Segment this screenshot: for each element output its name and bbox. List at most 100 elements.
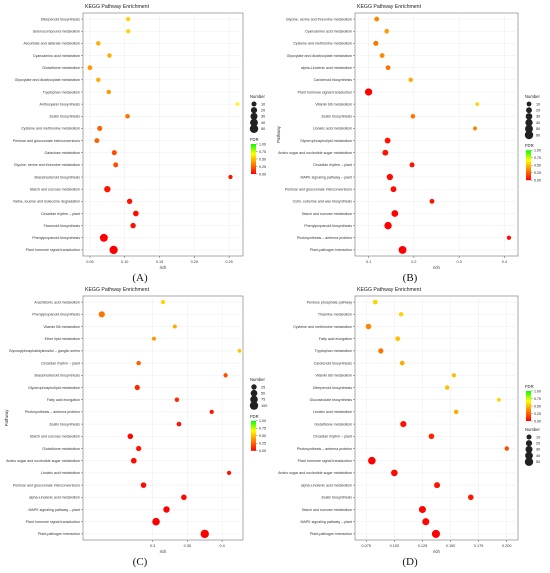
y-tick-label: Zeatin biosynthesis bbox=[321, 115, 352, 119]
y-tick-label: Cysteine and methionine metabolism bbox=[21, 127, 80, 131]
x-tick-label: 0.25 bbox=[225, 260, 232, 264]
size-legend-label: 20 bbox=[261, 109, 265, 113]
color-legend-label: 0.00 bbox=[259, 449, 266, 453]
y-tick-label: Pentose phosphate pathway bbox=[307, 300, 353, 304]
size-legend-title: Number bbox=[525, 94, 540, 99]
panel-label-a: (A) bbox=[132, 272, 148, 284]
panel-label-c: (C) bbox=[132, 556, 148, 568]
data-point bbox=[467, 494, 474, 501]
data-point bbox=[163, 506, 170, 513]
size-legend-dot bbox=[525, 124, 533, 133]
data-point bbox=[398, 312, 404, 317]
color-legend-label: 1.00 bbox=[259, 419, 266, 423]
data-point bbox=[130, 457, 137, 464]
data-point bbox=[385, 65, 391, 71]
data-point bbox=[434, 482, 441, 489]
data-point bbox=[395, 336, 401, 342]
data-point bbox=[98, 311, 105, 318]
color-legend-label: 0.75 bbox=[534, 156, 541, 160]
y-tick-label: Photosynthesis – antenna proteins bbox=[25, 410, 80, 414]
data-point bbox=[133, 210, 139, 217]
y-tick-label: Circadian rhythm – plant bbox=[313, 435, 352, 439]
data-point bbox=[400, 421, 407, 428]
size-legend-label: 30 bbox=[536, 448, 540, 452]
chart-title: KEGG Pathway Enrichment bbox=[357, 4, 422, 10]
y-tick-label: Zeatin biosynthesis bbox=[49, 115, 80, 119]
data-point bbox=[364, 88, 373, 96]
data-point bbox=[152, 517, 160, 526]
y-tick-label: Linoleic acid metabolism bbox=[313, 410, 352, 414]
y-tick-label: Zeatin biosynthesis bbox=[321, 496, 352, 500]
y-tick-label: Cyanoamino acid metabolism bbox=[305, 30, 352, 34]
x-tick-label: 0.4 bbox=[219, 544, 224, 548]
y-tick-label: Selenocompound metabolism bbox=[33, 30, 80, 34]
data-point bbox=[160, 300, 166, 305]
data-point bbox=[209, 409, 214, 415]
y-tick-label: alpha-Linolenic acid metabolism bbox=[301, 66, 352, 70]
color-legend-label: 0.50 bbox=[534, 164, 541, 168]
size-legend-label: 40 bbox=[261, 121, 265, 125]
size-legend-dot bbox=[249, 401, 259, 410]
data-point bbox=[136, 360, 141, 366]
color-legend-bar bbox=[526, 391, 531, 421]
x-tick-label: 0.175 bbox=[474, 544, 484, 548]
data-point bbox=[113, 162, 119, 168]
y-tick-label: Pentose and glucuronate interconversions bbox=[285, 187, 352, 191]
panel-a: KEGG Pathway Enrichment 0.05 0.10 0.15 0.20 0… bbox=[13, 4, 266, 270]
color-legend-bar bbox=[526, 150, 531, 181]
size-legend-dot bbox=[524, 130, 534, 140]
data-point bbox=[372, 299, 378, 305]
y-tick-label: Pentose and glucuronate interconversions bbox=[13, 139, 80, 143]
data-point bbox=[506, 235, 512, 240]
data-point bbox=[504, 446, 509, 451]
x-tick-label: 0.3 bbox=[150, 544, 155, 548]
x-tick-label: 0.3 bbox=[456, 260, 461, 264]
y-tick-label: Amino sugar and nucleotide sugar metabol… bbox=[6, 459, 80, 463]
data-point bbox=[111, 150, 117, 156]
panel-c: KEGG Pathway Enrichment 0.3 0.35 0.4 rich Pat… bbox=[4, 287, 267, 554]
data-point bbox=[409, 162, 415, 168]
data-point bbox=[390, 186, 397, 193]
y-tick-label: Photosynthesis – antenna proteins bbox=[297, 447, 352, 451]
color-legend-bar bbox=[251, 420, 256, 451]
size-legend-dot bbox=[249, 124, 259, 133]
size-legend-label: 10 bbox=[536, 435, 540, 439]
y-tick-label: Glutathione metabolism bbox=[42, 66, 80, 70]
y-tick-label: Plant hormone signal transduction bbox=[26, 520, 80, 524]
size-legend-label: 25 bbox=[261, 385, 265, 389]
size-legend-label: 75 bbox=[261, 398, 265, 402]
size-legend-dot bbox=[250, 112, 258, 120]
size-legend-label: 10 bbox=[536, 102, 540, 106]
color-legend-title: FDR bbox=[250, 414, 259, 419]
data-point bbox=[451, 373, 457, 378]
chart-title: KEGG Pathway Enrichment bbox=[85, 4, 150, 10]
data-point bbox=[99, 233, 108, 242]
data-point bbox=[384, 28, 389, 34]
size-legend-label: 30 bbox=[536, 115, 540, 119]
y-tick-label: Fatty acid elongation bbox=[47, 398, 80, 402]
data-point bbox=[235, 102, 240, 106]
y-tick-label: Glucosinolate biosynthesis bbox=[309, 398, 352, 402]
size-legend-dot bbox=[525, 113, 533, 120]
data-point bbox=[126, 198, 133, 204]
y-tick-label: Galactose metabolism bbox=[44, 151, 80, 155]
data-point bbox=[223, 373, 228, 378]
y-tick-label: Plant hormone signal transduction bbox=[26, 248, 80, 252]
size-legend-dot bbox=[250, 389, 258, 397]
y-tick-label: Starch and sucrose metabolism bbox=[30, 435, 80, 439]
y-tick-label: Tryptophan metabolism bbox=[315, 349, 352, 353]
data-point bbox=[181, 494, 187, 501]
y-tick-label: MAPK signaling pathway – plant bbox=[300, 175, 352, 179]
y-tick-label: Vitamin B6 metabolism bbox=[43, 325, 80, 329]
data-point bbox=[399, 360, 405, 366]
y-tick-label: Glutathione metabolism bbox=[314, 422, 352, 426]
color-legend-label: 0.50 bbox=[534, 404, 541, 408]
color-legend-label: 0.25 bbox=[534, 171, 541, 175]
size-legend-dot bbox=[250, 107, 258, 114]
y-tick-label: Phenylpropanoid biosynthesis bbox=[304, 224, 352, 228]
data-point bbox=[418, 505, 426, 514]
y-tick-label: Linoleic acid metabolism bbox=[41, 471, 80, 475]
data-point bbox=[475, 102, 480, 106]
color-legend-label: 1.00 bbox=[259, 142, 266, 146]
data-point bbox=[104, 185, 111, 193]
